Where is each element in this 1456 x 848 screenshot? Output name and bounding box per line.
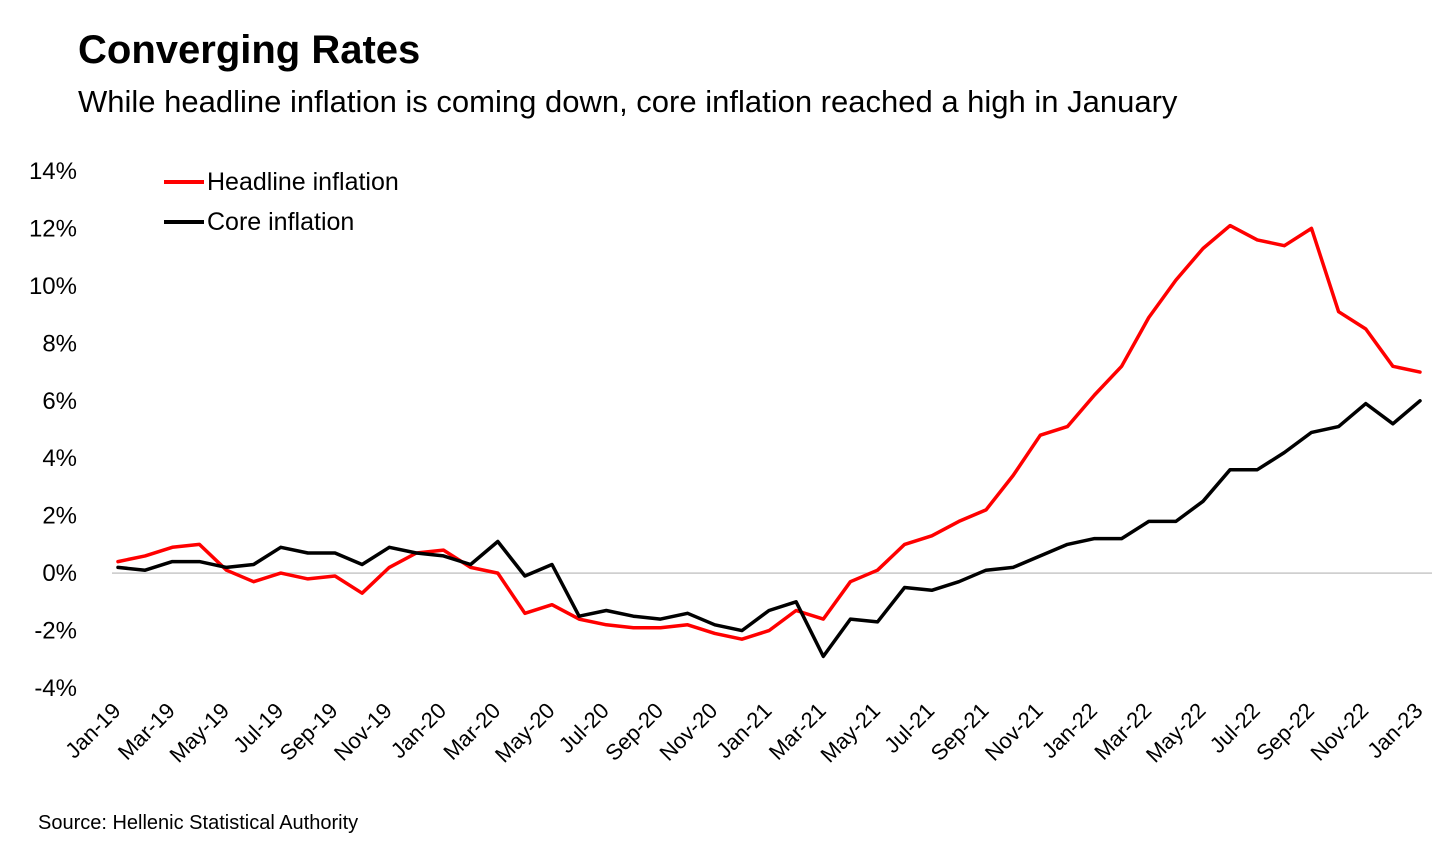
y-tick-label: 12% — [29, 215, 77, 242]
chart-title: Converging Rates — [78, 28, 421, 72]
x-tick-label: Sep-22 — [1251, 698, 1319, 766]
series-layer — [116, 223, 1422, 659]
legend-label: Core inflation — [207, 208, 354, 236]
legend: Headline inflation Core inflation — [164, 168, 399, 236]
x-tick-label: Nov-21 — [980, 698, 1048, 766]
y-tick-label: 6% — [42, 388, 77, 415]
source-note: Source: Hellenic Statistical Authority — [38, 812, 359, 834]
x-tick-label: Jan-23 — [1362, 698, 1427, 763]
x-tick-label: Sep-19 — [275, 698, 343, 766]
x-tick-label: Nov-20 — [654, 698, 722, 766]
x-tick-label: Jan-19 — [60, 698, 125, 763]
y-tick-label: 4% — [42, 445, 77, 472]
x-tick-label: Jan-20 — [386, 698, 451, 763]
x-tick-label: Jan-22 — [1037, 698, 1102, 763]
y-tick-label: 10% — [29, 273, 77, 300]
y-tick-label: 14% — [29, 158, 77, 185]
y-tick-label: 0% — [42, 560, 77, 587]
series-line-core-inflation — [116, 399, 1422, 659]
x-tick-label: Nov-22 — [1305, 698, 1373, 766]
line-chart: -4% -2% 0% 2% 4% 6% 8% 10% 12% 14% Jan-19Mar-19Ma… — [29, 158, 1432, 768]
y-tick-label: -4% — [34, 675, 77, 702]
series-line-headline-inflation — [116, 223, 1422, 641]
y-tick-label: 8% — [42, 330, 77, 357]
x-axis: Jan-19Mar-19May-19Jul-19Sep-19Nov-19Jan-… — [60, 698, 1427, 768]
y-tick-label: 2% — [42, 503, 77, 530]
x-tick-label: May-22 — [1141, 698, 1211, 768]
chart-subtitle: While headline inflation is coming down,… — [78, 84, 1178, 119]
x-tick-label: May-21 — [815, 698, 885, 768]
x-tick-label: Sep-21 — [926, 698, 994, 766]
x-tick-label: Sep-20 — [600, 698, 668, 766]
x-tick-label: Jan-21 — [711, 698, 776, 763]
x-tick-label: Nov-19 — [329, 698, 397, 766]
y-axis: -4% -2% 0% 2% 4% 6% 8% 10% 12% 14% — [29, 158, 1432, 702]
x-tick-label: May-19 — [164, 698, 234, 768]
x-tick-label: May-20 — [490, 698, 560, 768]
y-tick-label: -2% — [34, 618, 77, 645]
legend-label: Headline inflation — [207, 168, 399, 196]
